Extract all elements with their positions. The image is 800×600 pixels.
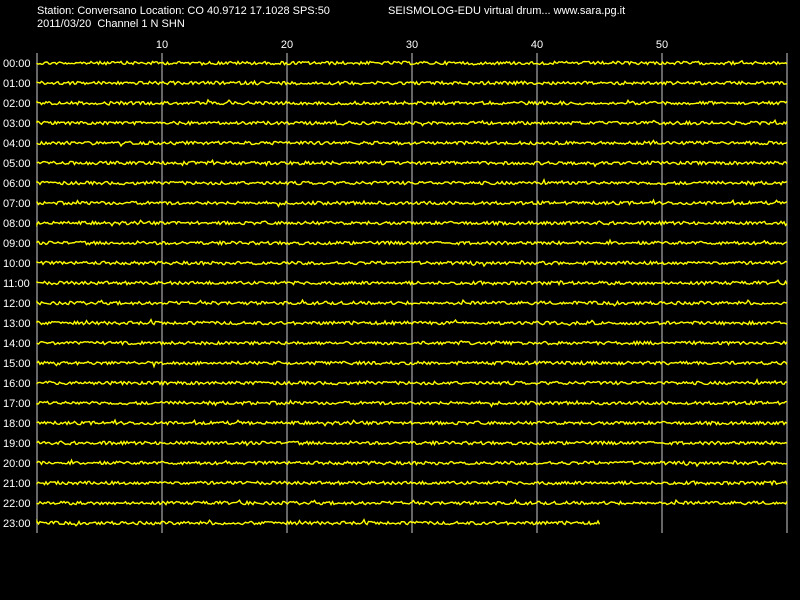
hour-row-label: 08:00 [3, 218, 31, 230]
x-tick-label: 40 [531, 39, 543, 51]
hour-row-label: 05:00 [3, 158, 31, 170]
hour-row-label: 18:00 [3, 418, 31, 430]
seismic-trace-1600 [36, 378, 788, 386]
hour-row-label: 09:00 [3, 238, 31, 250]
seismic-trace-1700 [36, 399, 788, 408]
seismic-trace-2300 [36, 518, 601, 527]
hour-row-label: 04:00 [3, 138, 31, 150]
hour-row-label: 11:00 [3, 278, 30, 290]
hour-row-label: 21:00 [3, 478, 31, 490]
hour-row-label: 02:00 [3, 98, 31, 110]
seismic-trace-0200 [36, 98, 788, 107]
seismic-trace-0300 [36, 118, 788, 127]
seismic-trace-2100 [36, 479, 788, 487]
app-title: SEISMOLOG-EDU virtual drum... www.sara.p… [388, 5, 626, 17]
seismic-trace-0700 [36, 198, 788, 208]
seismic-trace-1300 [36, 318, 788, 327]
hour-row-label: 20:00 [3, 458, 31, 470]
seismic-trace-1200 [36, 298, 788, 307]
hour-row-label: 03:00 [3, 118, 31, 130]
seismic-trace-1100 [36, 279, 788, 287]
hour-row-label: 06:00 [3, 178, 31, 190]
hour-row-label: 16:00 [3, 378, 31, 390]
hour-row-label: 10:00 [3, 258, 31, 270]
seismic-trace-0400 [36, 139, 788, 148]
hour-row-label: 00:00 [3, 58, 31, 70]
hour-row-label: 07:00 [3, 198, 31, 210]
seismic-trace-0000 [36, 59, 788, 67]
hour-row-label: 17:00 [3, 398, 31, 410]
station-info: Station: Conversano Location: CO 40.9712… [37, 5, 330, 17]
x-tick-label: 20 [281, 39, 293, 51]
hour-row-label: 22:00 [3, 498, 31, 510]
seismic-trace-1500 [36, 359, 788, 369]
seismic-trace-0600 [36, 178, 788, 187]
x-tick-label: 10 [156, 39, 168, 51]
x-tick-label: 50 [656, 39, 668, 51]
seismic-trace-1900 [36, 439, 788, 447]
hour-row-label: 19:00 [3, 438, 31, 450]
seismic-trace-0800 [36, 219, 788, 228]
hour-row-label: 14:00 [3, 338, 31, 350]
seismic-trace-2200 [36, 498, 788, 507]
date-channel-info: 2011/03/20 Channel 1 N SHN [37, 18, 185, 30]
seismic-trace-2000 [36, 458, 788, 468]
hour-row-label: 01:00 [3, 78, 31, 90]
seismic-trace-1800 [36, 418, 788, 427]
seismic-trace-1400 [36, 339, 788, 347]
seismic-trace-0500 [36, 158, 788, 168]
seismic-trace-1000 [36, 259, 788, 268]
hour-row-label: 15:00 [3, 358, 31, 370]
hour-row-label: 12:00 [3, 298, 31, 310]
hour-row-label: 23:00 [3, 518, 31, 530]
seismic-trace-0100 [36, 79, 788, 86]
seismic-trace-0900 [36, 238, 788, 247]
x-tick-label: 30 [406, 39, 418, 51]
hour-row-label: 13:00 [3, 318, 31, 330]
